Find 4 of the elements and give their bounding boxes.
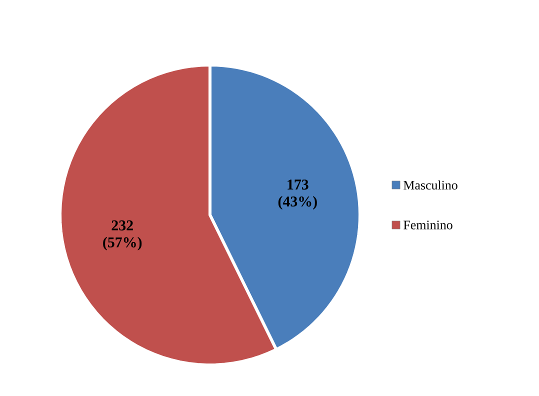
legend-label: Feminino [404,220,452,230]
data-label: 173 (43%) [278,180,317,210]
data-label: 232 (57%) [103,220,142,250]
legend-label: Masculino [404,180,458,190]
